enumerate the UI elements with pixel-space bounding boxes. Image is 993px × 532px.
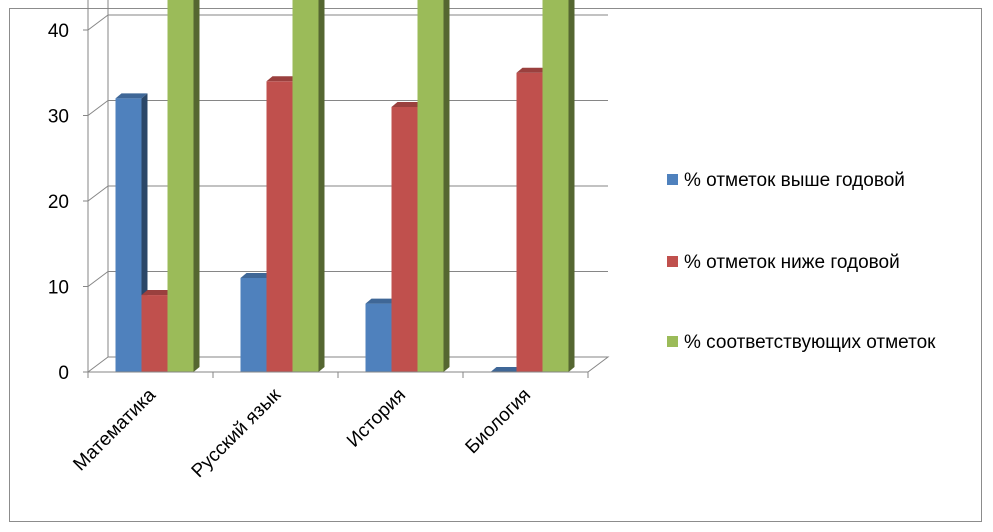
bar-side	[193, 0, 200, 372]
bar-front	[141, 295, 168, 372]
y-axis-ticks: 0102030405060	[48, 21, 88, 384]
legend-item-match: % соответствующих отметок	[667, 330, 987, 356]
bar-front	[115, 98, 142, 373]
x-category-label: Математика	[69, 384, 160, 475]
y-tick-label: 20	[48, 192, 69, 213]
bar-front	[365, 303, 392, 372]
bar-front	[417, 0, 444, 372]
bar-top	[115, 93, 148, 99]
bar-front	[542, 0, 569, 372]
x-category-label: Биология	[462, 385, 535, 458]
bar	[292, 0, 325, 372]
legend-label-below: % отметок ниже годовой	[684, 252, 900, 273]
bar-top	[240, 272, 273, 278]
y-tick-label: 30	[48, 107, 69, 128]
x-axis-labels: Математика Русский язык История Биология	[69, 384, 535, 482]
bar-side	[568, 0, 575, 372]
bar-top	[516, 67, 549, 73]
gridline-side	[87, 100, 109, 116]
bar-top	[266, 76, 299, 82]
legend-swatch-above	[667, 174, 678, 185]
x-category-label: Русский язык	[188, 384, 286, 482]
bar	[542, 0, 575, 372]
bar-front	[167, 0, 194, 372]
bar-top	[141, 290, 174, 296]
bar-front	[292, 0, 319, 372]
legend-item-above: % отметок выше годовой	[667, 168, 987, 194]
y-tick-label: 10	[48, 278, 69, 299]
bar-top	[365, 298, 398, 304]
y-tick-label: 40	[48, 21, 69, 42]
bar-front	[391, 106, 418, 372]
legend-swatch-below	[667, 256, 678, 267]
gridline-side	[87, 14, 109, 31]
bar-front	[266, 81, 293, 373]
bar	[417, 0, 450, 372]
legend-swatch-match	[667, 336, 678, 347]
legend-item-below: % отметок ниже годовой	[667, 250, 987, 276]
bar-front	[240, 277, 267, 372]
gridline-side	[87, 271, 109, 287]
x-category-label: История	[343, 385, 410, 452]
bar-top	[490, 367, 523, 372]
bar-side	[318, 0, 325, 372]
bar	[167, 0, 200, 372]
legend-label-match: % соответствующих отметок	[684, 332, 936, 353]
bar-top	[391, 101, 424, 107]
bar-side	[443, 0, 450, 372]
gridline-side	[87, 185, 109, 202]
y-tick-label: 0	[58, 363, 69, 384]
bar-front	[516, 72, 543, 372]
bars-group	[115, 0, 575, 373]
legend-label-above: % отметок выше годовой	[684, 170, 905, 191]
